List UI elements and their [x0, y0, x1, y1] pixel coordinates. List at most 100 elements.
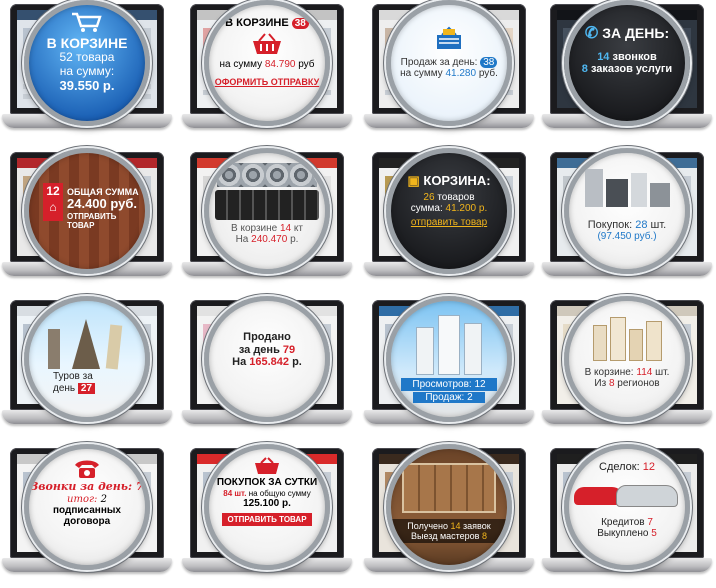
stat-badge: Продаж за день: 38 на сумму 41.280 руб. — [386, 0, 512, 126]
stat-badge: Сделок: 12 Кредитов 7 Выкуплено 5 — [564, 444, 690, 570]
laptop-tile-4: ✆ ЗА ДЕНЬ: 14 звонков 8 заказов услуги — [542, 0, 712, 144]
cart-count: 14 — [280, 223, 292, 234]
count-badge: 38 — [480, 57, 498, 68]
checkout-link[interactable]: ОФОРМИТЬ ОТПРАВКУ — [214, 77, 320, 87]
sum-label: на сумму — [400, 68, 443, 79]
basket-icon: ⌂ — [49, 200, 57, 214]
sum-unit: руб. — [478, 68, 498, 79]
total-label: итог: — [67, 493, 98, 505]
orders-count: 8 — [581, 63, 588, 75]
send-goods-button[interactable]: ОТПРАВИТЬ ТОВАР — [222, 513, 312, 527]
purchases-count: 28 — [635, 219, 648, 231]
stat-badge: Просмотров: 12 Продаж: 2 — [386, 296, 512, 422]
purchases-label: Покупок: — [587, 219, 633, 231]
cosmetics-image — [587, 315, 667, 361]
requests-label-a: Получено — [407, 521, 448, 531]
sum-value: 84.790 — [264, 59, 296, 70]
cart-unit: шт. — [655, 367, 670, 378]
cart-label: В корзине — [231, 223, 278, 234]
sum-value: 41.200 р. — [445, 203, 488, 214]
wheels-image — [217, 163, 317, 187]
deals-count: 12 — [642, 461, 655, 473]
purchases-title: ПОКУПОК ЗА СУТКИ — [216, 477, 318, 488]
sum-label: на сумму — [219, 59, 263, 70]
appliances-image — [579, 167, 675, 207]
laptop-tile-14: ПОКУПОК ЗА СУТКИ 84 шт. на общую сумму 1… — [182, 444, 352, 588]
stat-badge: 12 ⌂ ОБЩАЯ СУММА 24.400 руб. ОТПРАВИТЬ Т… — [24, 148, 150, 274]
stat-badge: ▣ КОРЗИНА: 26 товаров сумма: 41.200 р. о… — [386, 148, 512, 274]
purchases-sum: 125.100 р. — [243, 497, 291, 509]
signed-label-a: подписанных — [53, 504, 121, 516]
deals-label: Сделок: — [599, 461, 640, 473]
cart-title: В КОРЗИНЕ — [46, 35, 128, 51]
laptop-tile-3: Продаж за день: 38 на сумму 41.280 руб. — [364, 0, 534, 144]
sum-value: 41.280 — [445, 68, 477, 79]
cart-items: 52 товара — [59, 50, 115, 65]
cart-title: В КОРЗИНЕ — [225, 17, 289, 29]
landmarks-image — [42, 319, 132, 370]
send-goods-link[interactable]: отправить товар — [410, 217, 488, 228]
stat-badge: Покупок: 28 шт. (97.450 руб.) — [564, 148, 690, 274]
sales-count: 2 — [467, 392, 473, 403]
laptop-tile-9: Туров за день 27 — [2, 296, 172, 440]
basket-icon — [209, 457, 325, 475]
kitchen-image — [402, 463, 496, 513]
regions-label-a: Из — [594, 378, 607, 389]
tires-image — [215, 190, 319, 220]
signed-label-b: договора — [63, 516, 111, 528]
purchases-sum: (97.450 руб.) — [597, 231, 657, 242]
phone-icon: ✆ — [584, 25, 599, 42]
calls-count: 14 — [597, 51, 610, 63]
count-badge: 38 — [291, 18, 309, 29]
regions-count: 8 — [608, 378, 615, 389]
sales-label: Продаж за день: — [400, 57, 478, 68]
stat-badge: Туров за день 27 — [24, 296, 150, 422]
count-badge: 12 — [46, 184, 60, 198]
sold-day-label: за день — [238, 343, 280, 356]
sum-unit: руб — [298, 59, 315, 70]
cars-image — [572, 479, 682, 513]
stat-badge: В КОРЗИНЕ 38 на сумму 84.790 руб ОФОРМИТ… — [204, 0, 330, 126]
laptop-tile-15: Получено 14 заявок Выезд мастеров 8 — [364, 444, 534, 588]
sum-label: На — [235, 234, 249, 245]
total-label: ОБЩАЯ СУММА — [67, 187, 139, 197]
stat-badge: В корзине 14 кт На 240.470 р. — [204, 148, 330, 274]
stat-badge: В КОРЗИНЕ 52 товара на сумму: 39.550 р. — [24, 0, 150, 126]
masters-count: 8 — [481, 531, 487, 541]
sold-count: 79 — [282, 343, 296, 356]
cart-title: КОРЗИНА: — [423, 173, 491, 188]
sold-sum-unit: р. — [292, 355, 302, 368]
basket-icon — [391, 25, 507, 51]
items-count: 26 — [423, 192, 435, 203]
stat-badge: ПОКУПОК ЗА СУТКИ 84 шт. на общую сумму 1… — [204, 444, 330, 570]
sold-sum-label: На — [232, 355, 247, 368]
items-label: товаров — [437, 192, 475, 203]
regions-label-b: регионов — [617, 378, 660, 389]
sum-value: 240.470 — [251, 234, 288, 245]
sum-label: сумма: — [410, 203, 443, 214]
basket-icon: ▣ — [407, 173, 420, 188]
cart-unit: кт — [293, 223, 303, 234]
laptop-tile-16: Сделок: 12 Кредитов 7 Выкуплено 5 — [542, 444, 712, 588]
tours-count: 27 — [77, 382, 96, 394]
laptop-tile-10: Продано за день 79 На 165.842 р. — [182, 296, 352, 440]
tours-label-a: Туров за — [53, 371, 93, 382]
views-label: Просмотров: — [412, 379, 472, 390]
laptop-tile-2: В КОРЗИНЕ 38 на сумму 84.790 руб ОФОРМИТ… — [182, 0, 352, 144]
cart-count: 114 — [636, 367, 653, 378]
requests-label-b: заявок — [463, 521, 491, 531]
day-title: ЗА ДЕНЬ: — [602, 25, 670, 41]
credits-label: Кредитов — [601, 517, 645, 528]
send-goods-link[interactable]: ОТПРАВИТЬ ТОВАР — [67, 212, 117, 231]
stat-badge: Звонки за день: 7 итог: 2 подписанных до… — [24, 444, 150, 570]
credits-count: 7 — [647, 517, 653, 528]
requests-count: 14 — [450, 521, 461, 531]
sold-label: Продано — [243, 331, 291, 343]
stat-badge: ✆ ЗА ДЕНЬ: 14 звонков 8 заказов услуги — [564, 0, 690, 126]
purchases-count: 84 шт. — [223, 488, 247, 498]
bought-label: Выкуплено — [597, 528, 649, 539]
telephone-icon — [29, 457, 145, 479]
cart-label: В корзине: — [584, 367, 634, 378]
laptop-tile-5: 12 ⌂ ОБЩАЯ СУММА 24.400 руб. ОТПРАВИТЬ Т… — [2, 148, 172, 292]
purchases-unit: шт. — [650, 219, 667, 231]
